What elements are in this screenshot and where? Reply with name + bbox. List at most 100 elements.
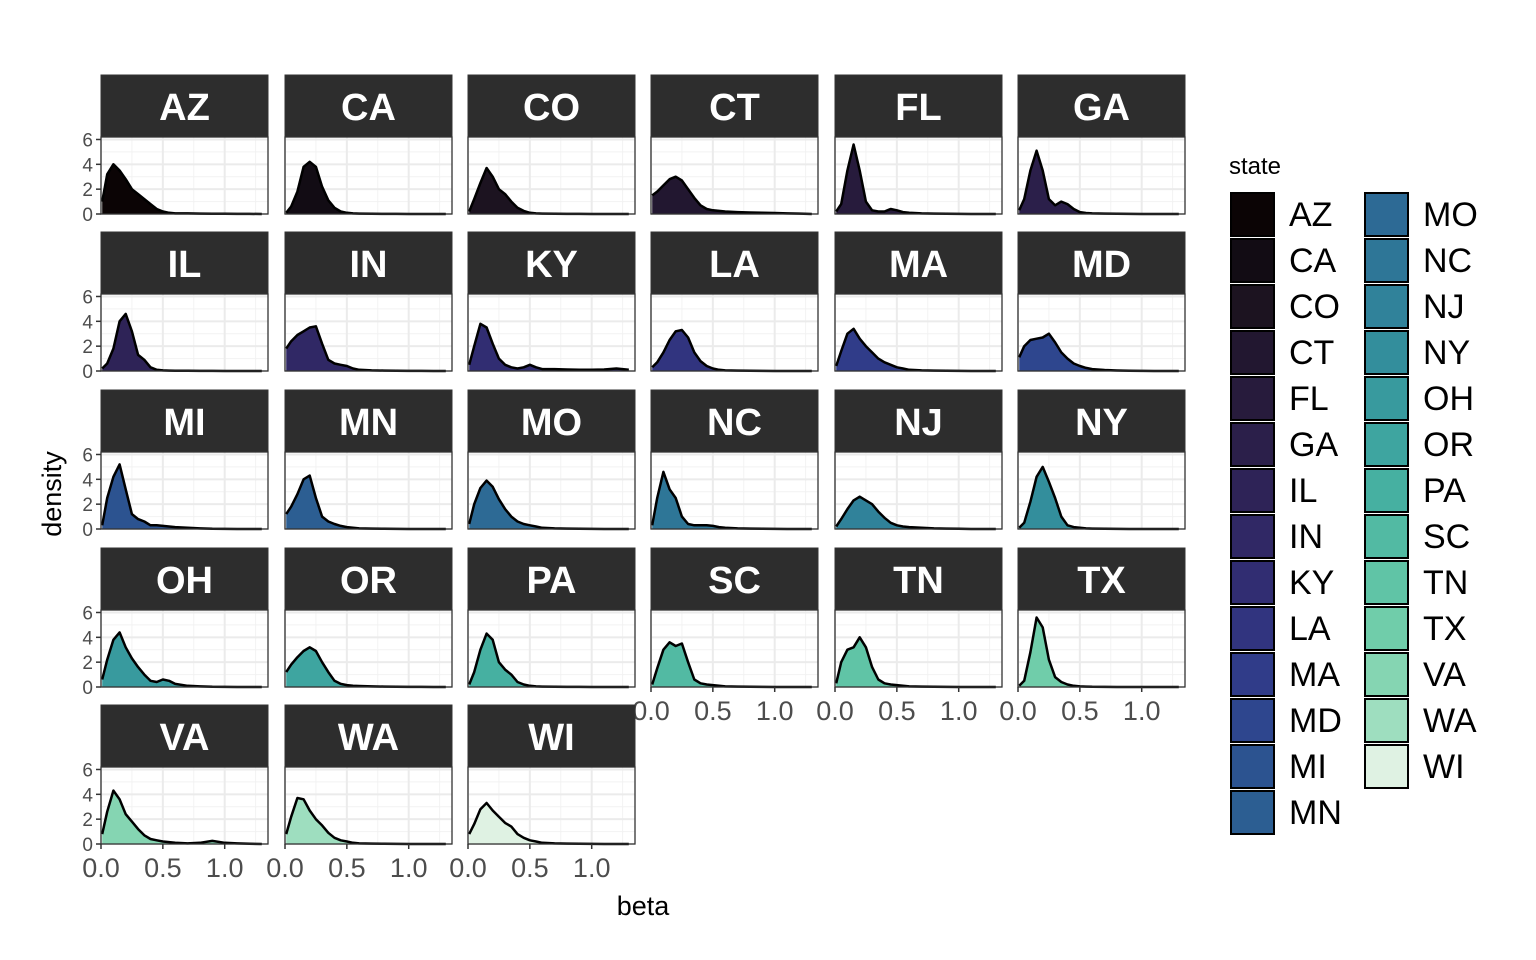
facet-strip xyxy=(100,389,269,453)
legend-key xyxy=(1230,284,1275,329)
panel-border xyxy=(284,136,453,215)
facet-strip xyxy=(1017,389,1186,453)
legend-label: MA xyxy=(1289,656,1340,694)
facet-panel-tn: TN 0.0 0.5 1.0 xyxy=(816,547,1003,726)
legend: state AZ CA CO CT FL GA IL IN KY LA MA MD MI MN MO NC NJ… xyxy=(1229,153,1478,835)
facet-strip xyxy=(467,547,636,611)
density-area-or xyxy=(286,647,446,687)
x-tick-label: 0.5 xyxy=(144,853,182,883)
density-line-ky xyxy=(467,322,629,372)
panel-border xyxy=(467,451,636,530)
legend-item-or: OR xyxy=(1364,422,1474,467)
legend-key xyxy=(1230,422,1275,467)
density-area-va xyxy=(102,790,262,844)
facet-strip-label: MD xyxy=(1072,244,1131,286)
facet-strip-label: TX xyxy=(1077,560,1126,602)
legend-label: TX xyxy=(1423,610,1466,648)
facet-strip xyxy=(1017,547,1186,611)
facet-strip xyxy=(284,74,453,138)
facet-panel-pa: PA xyxy=(467,547,636,689)
legend-label: CO xyxy=(1289,288,1340,326)
legend-item-wa: WA xyxy=(1364,698,1477,743)
facet-strip-label: CT xyxy=(709,87,760,129)
panel-border xyxy=(467,293,636,372)
panel-border xyxy=(834,293,1003,372)
panel-border xyxy=(650,451,819,530)
x-tick-label: 0.5 xyxy=(694,696,732,726)
legend-label: AZ xyxy=(1289,196,1332,234)
facet-strip-label: OR xyxy=(340,560,397,602)
y-tick-label: 0 xyxy=(82,205,93,226)
panel-border xyxy=(100,293,269,372)
facet-strip xyxy=(834,74,1003,138)
legend-key xyxy=(1230,192,1275,237)
density-line-ct xyxy=(651,175,812,216)
facet-strip-label: OH xyxy=(156,560,213,602)
legend-label: PA xyxy=(1423,472,1466,510)
density-area-tn xyxy=(836,637,996,687)
panel-border xyxy=(284,451,453,530)
y-tick-label: 2 xyxy=(82,810,93,831)
y-tick-label: 0 xyxy=(82,678,93,699)
legend-label: CT xyxy=(1289,334,1334,372)
x-tick-label: 0.0 xyxy=(632,696,670,726)
y-tick-label: 4 xyxy=(82,155,93,176)
panel-border xyxy=(100,766,269,845)
panel-border xyxy=(650,136,819,215)
facet-strip xyxy=(834,389,1003,453)
legend-key xyxy=(1364,514,1409,559)
legend-label: OH xyxy=(1423,380,1474,418)
facet-strip xyxy=(284,389,453,453)
y-tick-label: 6 xyxy=(82,130,93,151)
facet-strip xyxy=(284,547,453,611)
legend-key xyxy=(1230,468,1275,513)
facet-strip-label: NY xyxy=(1075,402,1128,444)
facet-strip-label: FL xyxy=(895,87,941,129)
legend-key xyxy=(1230,606,1275,651)
panel-border xyxy=(284,609,453,688)
facet-strip xyxy=(1017,231,1186,295)
panel-border xyxy=(834,451,1003,530)
facet-strip-label: MO xyxy=(521,402,582,444)
legend-item-ky: KY xyxy=(1230,560,1334,605)
facet-panel-md: MD xyxy=(1017,231,1186,373)
legend-label: WA xyxy=(1423,702,1477,740)
legend-label: MI xyxy=(1289,748,1327,786)
legend-key xyxy=(1230,238,1275,283)
legend-key xyxy=(1230,560,1275,605)
y-axis-title: density xyxy=(37,451,67,537)
panel-border xyxy=(1017,293,1186,372)
density-area-nj xyxy=(836,496,996,529)
facet-panel-oh: OH 0 2 4 6 xyxy=(82,547,269,699)
panel-border xyxy=(467,609,636,688)
facet-strip-label: TN xyxy=(893,560,944,602)
legend-label: NC xyxy=(1423,242,1472,280)
x-tick-label: 1.0 xyxy=(573,853,611,883)
legend-key xyxy=(1364,192,1409,237)
facet-strip-label: PA xyxy=(527,560,577,602)
panel-border xyxy=(284,293,453,372)
facet-strip xyxy=(650,547,819,611)
facet-panel-in: IN xyxy=(284,231,453,373)
y-tick-label: 2 xyxy=(82,495,93,516)
y-tick-label: 2 xyxy=(82,180,93,201)
facet-panel-sc: SC 0.0 0.5 1.0 xyxy=(632,547,819,726)
legend-item-wi: WI xyxy=(1364,744,1465,789)
legend-key xyxy=(1230,790,1275,835)
facet-strip-label: WI xyxy=(528,717,574,759)
density-area-wa xyxy=(286,798,446,844)
density-area-tx xyxy=(1019,617,1179,687)
legend-key xyxy=(1230,744,1275,789)
density-area-co xyxy=(469,168,629,214)
y-tick-label: 6 xyxy=(82,603,93,624)
legend-key xyxy=(1364,422,1409,467)
legend-label: IN xyxy=(1289,518,1323,556)
x-tick-label: 0.0 xyxy=(816,696,854,726)
grid-lines xyxy=(1017,137,1185,215)
legend-label: OR xyxy=(1423,426,1474,464)
facet-panel-ny: NY xyxy=(1017,389,1186,531)
legend-label: IL xyxy=(1289,472,1317,510)
facet-panel-mi: MI 0 2 4 6 xyxy=(82,389,269,541)
density-area-mn xyxy=(286,475,446,529)
